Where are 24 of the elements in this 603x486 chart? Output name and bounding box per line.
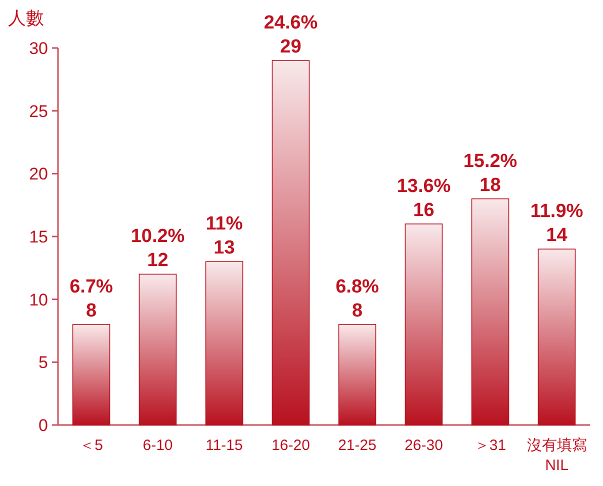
data-label: 24.6% 29 xyxy=(264,12,318,58)
y-tick-label: 0 xyxy=(38,416,48,435)
data-label: 10.2% 12 xyxy=(130,226,185,272)
x-tick-label: 21-25 xyxy=(338,437,376,454)
x-tick-label: 16-20 xyxy=(272,437,310,454)
data-label: 13.6% 16 xyxy=(396,176,451,221)
x-tick-label: 沒有填寫 NIL xyxy=(526,437,587,474)
y-tick-label: 30 xyxy=(29,39,48,58)
data-label: 11% 13 xyxy=(206,214,243,259)
y-axis-title: 人數 xyxy=(8,8,44,28)
data-label: 6.7% 8 xyxy=(70,276,114,322)
data-label: 11.9% 14 xyxy=(530,201,584,246)
x-tick-label: ＞31 xyxy=(474,437,506,454)
y-tick-label: 25 xyxy=(29,102,48,121)
x-tick-label: 6-10 xyxy=(142,437,173,454)
data-label: 15.2% 18 xyxy=(463,150,518,196)
x-tick-label: ＜5 xyxy=(80,437,103,454)
data-label: 6.8% 8 xyxy=(336,276,380,322)
y-tick-label: 15 xyxy=(29,228,48,246)
y-tick-label: 5 xyxy=(38,353,48,372)
y-tick-label: 20 xyxy=(29,164,48,184)
y-tick-label: 10 xyxy=(29,290,48,310)
x-tick-label: 26-30 xyxy=(404,437,443,454)
x-tick-label: 11-15 xyxy=(206,437,243,454)
